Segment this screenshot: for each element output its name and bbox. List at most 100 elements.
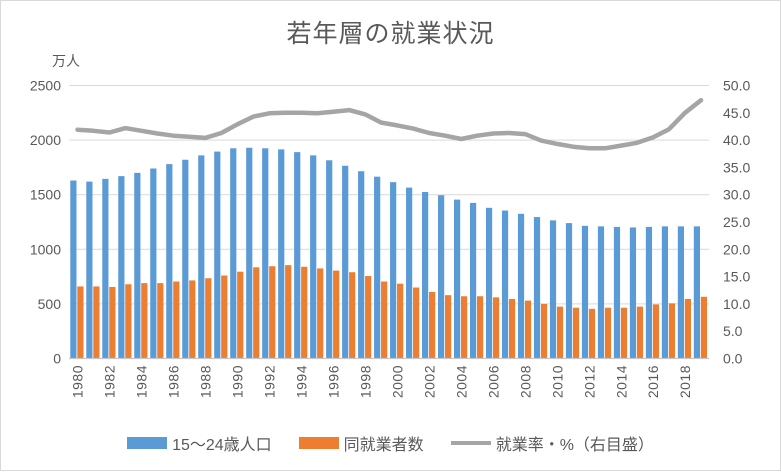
population-bars <box>70 147 701 359</box>
y-tick-label-right: 0.0 <box>723 351 743 367</box>
employment-bar-2002 <box>429 291 436 359</box>
employment-bar-2000 <box>397 283 404 359</box>
employment-bar-1982 <box>109 286 116 359</box>
employment-bar-1993 <box>285 265 292 359</box>
population-bar-1995 <box>310 155 317 359</box>
employment-bar-2006 <box>492 297 500 359</box>
employment-bar-2007 <box>508 298 516 359</box>
population-bar-2003 <box>438 195 445 359</box>
y-tick-label-right: 50.0 <box>723 78 750 94</box>
right-axis-tick-labels: 0.0 5.0 10.0 15.0 20.0 25.0 30.0 35.0 40.0 45.0 50… <box>723 78 750 367</box>
population-bar-2018 <box>677 226 685 359</box>
y-tick-label-right: 30.0 <box>723 187 750 203</box>
y-tick-label-right: 25.0 <box>723 214 750 230</box>
left-axis-unit-label: 万人 <box>52 53 80 69</box>
x-tick-label-1980: 1980 <box>70 365 86 398</box>
y-tick-label-right: 20.0 <box>723 241 750 257</box>
population-bar-2017 <box>661 226 669 359</box>
legend-label-population: 15〜24歳人口 <box>172 437 272 454</box>
population-bar-1981 <box>86 181 93 359</box>
y-tick-label-left: 0 <box>53 351 61 367</box>
x-tick-label-1982: 1982 <box>102 365 118 398</box>
population-bar-1990 <box>230 148 237 359</box>
x-tick-label-1990: 1990 <box>230 365 246 398</box>
employment-bar-2009 <box>540 303 548 359</box>
y-tick-label-left: 1000 <box>30 241 61 257</box>
population-bar-2019 <box>693 226 701 359</box>
legend-item-employment-rate: 就業率・%（右目盛） <box>450 431 654 455</box>
employment-bar-2017 <box>668 303 676 359</box>
population-bar-1992 <box>262 148 269 359</box>
x-tick-label-1992: 1992 <box>262 365 278 398</box>
population-bar-2016 <box>645 226 653 359</box>
employment-bar-2004 <box>460 296 468 359</box>
population-bar-2004 <box>453 199 461 359</box>
population-bar-1988 <box>198 155 205 359</box>
employment-bar-1987 <box>189 280 196 359</box>
x-tick-label-1998: 1998 <box>358 365 374 398</box>
population-bar-1999 <box>374 176 381 359</box>
employment-bar-1990 <box>237 271 244 359</box>
employment-bar-1996 <box>333 270 340 359</box>
employment-bar-1980 <box>77 286 84 359</box>
population-bar-2014 <box>613 226 621 359</box>
x-tick-label-2016: 2016 <box>645 365 661 398</box>
y-tick-label-left: 1500 <box>30 187 61 203</box>
legend-swatch-employed <box>298 437 339 449</box>
population-bar-2001 <box>406 187 413 359</box>
employment-bar-1999 <box>381 281 388 359</box>
employment-bar-2010 <box>556 306 564 359</box>
population-bar-1985 <box>150 168 157 359</box>
x-tick-label-1988: 1988 <box>198 365 214 398</box>
employment-bar-1995 <box>317 268 324 359</box>
y-tick-label-right: 15.0 <box>723 269 750 285</box>
population-bar-2012 <box>581 225 589 359</box>
employment-bar-2003 <box>445 295 452 359</box>
population-bar-2008 <box>517 213 525 359</box>
legend-label-employment-rate: 就業率・%（右目盛） <box>495 437 654 454</box>
employment-bar-1991 <box>253 267 260 359</box>
employment-rate-line <box>75 97 704 151</box>
y-tick-label-right: 35.0 <box>723 159 750 175</box>
population-bar-1982 <box>102 178 109 359</box>
employment-bar-2019 <box>700 296 708 359</box>
population-bar-1984 <box>134 172 141 359</box>
employment-bar-2016 <box>652 304 660 359</box>
legend-swatch-population <box>127 437 168 449</box>
population-bar-1993 <box>278 149 285 359</box>
chart-legend: 15〜24歳人口 同就業者数 就業率・%（右目盛） <box>1 431 780 455</box>
x-tick-label-2006: 2006 <box>485 365 501 398</box>
employment-bar-1992 <box>269 266 276 359</box>
population-bar-1991 <box>246 147 253 359</box>
employment-bar-2013 <box>604 307 612 359</box>
x-tick-label-2000: 2000 <box>389 365 405 398</box>
population-bar-1986 <box>166 164 173 359</box>
employment-bars <box>77 265 708 359</box>
x-tick-label-1984: 1984 <box>134 365 150 398</box>
population-bar-2000 <box>390 182 397 359</box>
legend-swatch-employment-rate <box>450 440 491 446</box>
population-bar-2011 <box>565 223 573 359</box>
employment-bar-1994 <box>301 266 308 359</box>
population-bar-2009 <box>533 217 541 359</box>
x-tick-label-1986: 1986 <box>166 365 182 398</box>
population-bar-1994 <box>294 152 301 359</box>
employment-bar-1981 <box>93 286 100 359</box>
legend-label-employed: 同就業者数 <box>343 437 424 454</box>
gridlines <box>69 85 709 305</box>
y-tick-label-right: 5.0 <box>723 323 743 339</box>
employment-bar-2011 <box>572 307 580 359</box>
employment-bar-1997 <box>349 272 356 359</box>
x-tick-label-1996: 1996 <box>326 365 342 398</box>
y-tick-label-left: 2500 <box>30 78 61 94</box>
x-axis-tick-labels: 1980 1982 1984 1986 1988 1990 1992 1994 1996 1998… <box>70 365 694 398</box>
y-tick-label-right: 40.0 <box>723 132 750 148</box>
x-tick-label-2018: 2018 <box>677 365 693 398</box>
employment-bar-1988 <box>205 278 212 359</box>
legend-item-population: 15〜24歳人口 <box>127 431 272 455</box>
x-tick-label-2012: 2012 <box>581 365 597 398</box>
employment-bar-2001 <box>413 287 420 359</box>
x-tick-label-1994: 1994 <box>294 365 310 398</box>
population-bar-2013 <box>597 226 605 359</box>
